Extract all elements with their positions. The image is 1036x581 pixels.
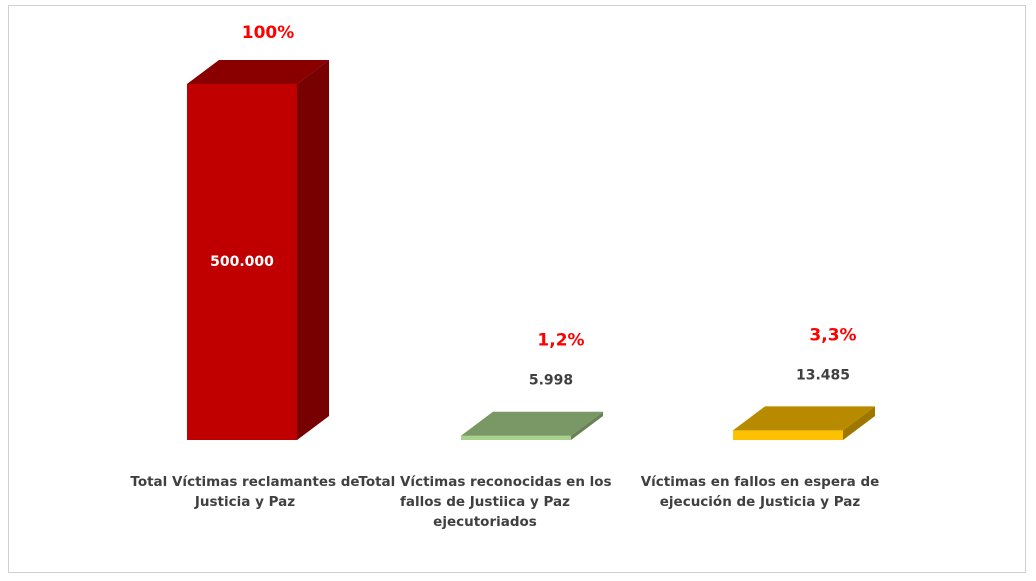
value-label: 500.000 [210, 254, 274, 270]
bar-side-shade [843, 406, 875, 440]
bar-top-shade [461, 411, 603, 436]
bar-front [461, 435, 571, 440]
bar-top [461, 411, 603, 436]
bar-top [733, 406, 875, 431]
bar-side [297, 60, 329, 440]
bar-side [843, 406, 875, 440]
bar-side-shade [571, 411, 603, 440]
percent-label: 3,3% [809, 325, 856, 345]
bar-side-shade [297, 60, 329, 440]
value-label: 5.998 [529, 373, 573, 389]
percent-label: 1,2% [537, 331, 584, 351]
x-tick-label: Total Víctimas reclamantes de Justicia y… [130, 474, 360, 510]
chart-frame [8, 5, 1026, 573]
x-tick-label: Total Víctimas reconocidas en los fallos… [358, 474, 612, 530]
bar-top-shade [733, 406, 875, 431]
value-label: 13.485 [796, 367, 850, 383]
bar-front [187, 84, 297, 440]
bar-front [733, 430, 843, 440]
x-tick-label: Víctimas en fallos en espera de ejecució… [640, 474, 880, 510]
percent-label: 100% [242, 23, 295, 43]
bar-top-shade [187, 60, 329, 84]
bar-top [187, 60, 329, 84]
bar-side [571, 411, 603, 440]
